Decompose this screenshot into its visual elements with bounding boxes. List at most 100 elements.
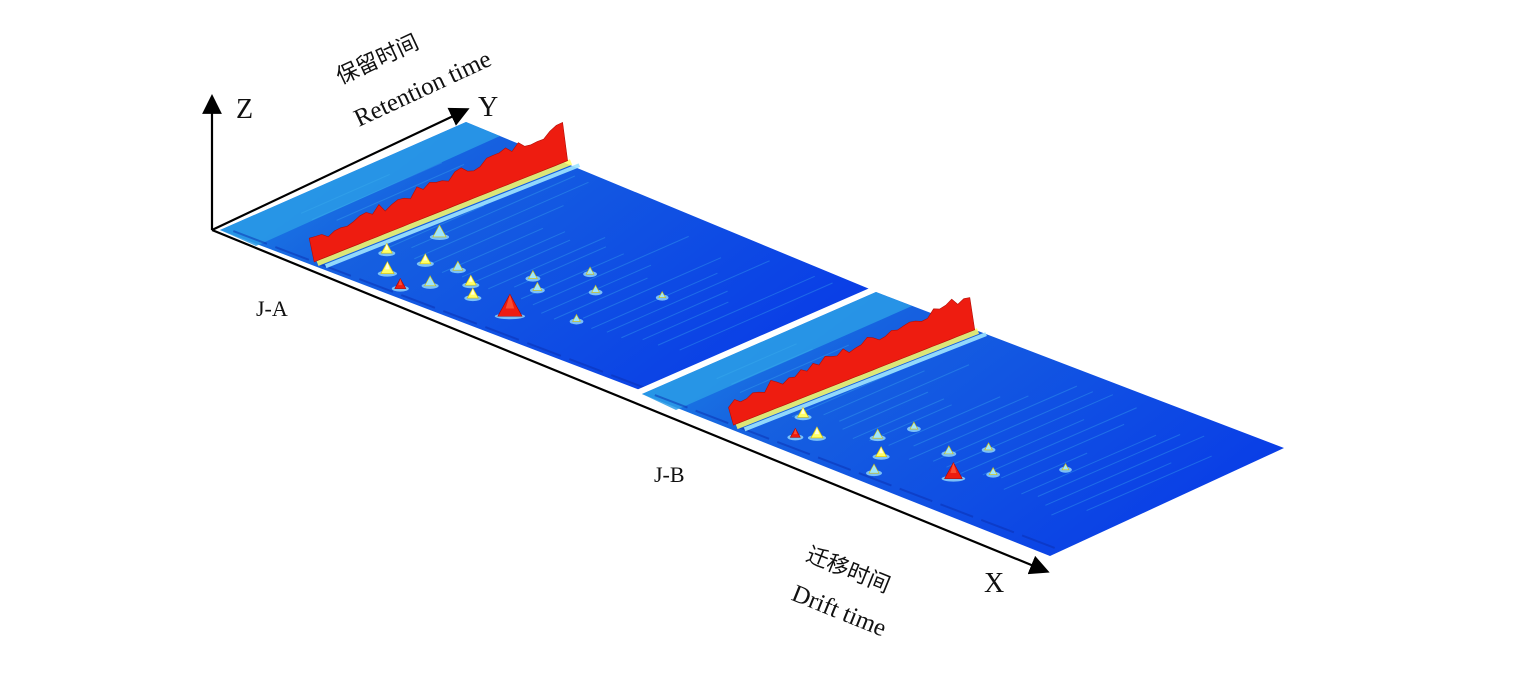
analyte-peak xyxy=(866,463,882,477)
front-edge-shade xyxy=(442,310,478,325)
streak xyxy=(731,348,813,385)
streak xyxy=(946,394,1114,468)
analyte-peak xyxy=(462,274,480,289)
x-axis-letter: X xyxy=(984,568,1005,599)
streaks-j-b xyxy=(654,343,1212,549)
peaks-j-b xyxy=(728,297,1072,482)
y-axis-letter: Y xyxy=(478,92,499,123)
axes xyxy=(202,94,1050,575)
analyte-peak xyxy=(869,428,886,442)
analyte-peak xyxy=(872,446,890,460)
sample-separator xyxy=(636,285,878,395)
streak xyxy=(428,205,564,266)
streak xyxy=(679,282,833,351)
rip-halo-outer xyxy=(743,332,987,432)
streak xyxy=(300,173,390,214)
streak xyxy=(1001,423,1125,479)
analyte-peak xyxy=(588,284,603,296)
streak xyxy=(606,260,770,333)
streak xyxy=(1037,434,1181,497)
streak xyxy=(739,344,850,394)
front-edge-shade xyxy=(274,246,310,261)
analyte-peak xyxy=(421,275,439,289)
analyte-peak xyxy=(941,461,966,482)
streak xyxy=(582,257,722,319)
streak xyxy=(913,395,1029,447)
rip-halo-outer xyxy=(324,163,581,269)
streak xyxy=(461,231,566,278)
streak xyxy=(1086,455,1212,512)
sample-label-j-a: J-A xyxy=(256,296,288,321)
streak xyxy=(842,391,929,430)
front-edge-shade xyxy=(940,503,974,518)
analyte-peak xyxy=(377,260,397,277)
analyte-peak xyxy=(391,277,409,292)
analyte-peak xyxy=(907,421,921,433)
front-edge-shade xyxy=(858,472,892,487)
front-edge-shade xyxy=(776,440,811,456)
analyte-peak xyxy=(494,293,526,320)
front-edge-shade xyxy=(484,326,520,341)
streak xyxy=(553,277,648,320)
streak xyxy=(869,404,952,442)
analyte-peak xyxy=(464,287,482,302)
analyte-peak xyxy=(429,224,450,240)
analyte-peak xyxy=(583,266,597,278)
streak xyxy=(387,205,485,249)
surface-left-band-j-a xyxy=(220,122,500,246)
y-axis-line xyxy=(211,107,470,231)
streak xyxy=(642,301,729,341)
streak xyxy=(621,290,728,339)
front-edge-shade xyxy=(899,487,933,503)
streak xyxy=(1045,435,1205,506)
front-edge-shade xyxy=(980,518,1015,534)
front-edge-shade xyxy=(526,342,562,357)
front-edge-shade xyxy=(232,230,268,245)
streak xyxy=(471,239,571,284)
surface-plane-j-a xyxy=(220,122,872,390)
analyte-peak xyxy=(530,281,545,294)
surface-j-a xyxy=(220,121,872,390)
analyte-peak xyxy=(787,427,804,441)
surface-plane-j-b xyxy=(642,292,1284,556)
front-edge-shade xyxy=(817,456,852,471)
front-edge-shade xyxy=(1021,534,1056,549)
front-edge-shade xyxy=(400,294,436,309)
streak xyxy=(888,396,1001,446)
front-edge-shade xyxy=(736,425,770,440)
analyte-peak xyxy=(416,253,434,267)
front-edge-shade xyxy=(695,409,729,425)
analyte-peak xyxy=(807,426,827,441)
reactant-ion-peak-wall xyxy=(728,297,976,426)
streak xyxy=(852,398,945,440)
streak xyxy=(414,181,589,260)
z-axis-letter: Z xyxy=(236,94,254,125)
streak xyxy=(336,164,465,221)
front-edge-shade xyxy=(358,278,394,293)
peaks-j-a xyxy=(308,121,669,325)
rip-halo xyxy=(316,159,573,266)
analyte-peak xyxy=(449,260,466,274)
analyte-peak xyxy=(981,442,996,453)
analyte-peak xyxy=(378,242,396,257)
analyte-peak xyxy=(794,406,812,421)
front-edge-shade xyxy=(316,262,352,277)
analyte-peak xyxy=(525,269,541,282)
streak xyxy=(1003,452,1088,490)
front-edge-shade xyxy=(654,394,688,409)
streak xyxy=(823,370,925,416)
analyte-peak xyxy=(655,290,669,301)
x-axis-line xyxy=(211,228,1050,575)
surface-j-b xyxy=(642,292,1284,556)
streak xyxy=(488,237,606,290)
streak xyxy=(1051,462,1172,516)
streak xyxy=(311,162,443,221)
rip-halo xyxy=(735,328,980,430)
analyte-peak xyxy=(569,313,584,325)
streak xyxy=(982,407,1137,476)
streak xyxy=(657,275,815,346)
analyte-peak xyxy=(986,467,1000,478)
streak xyxy=(716,343,797,380)
